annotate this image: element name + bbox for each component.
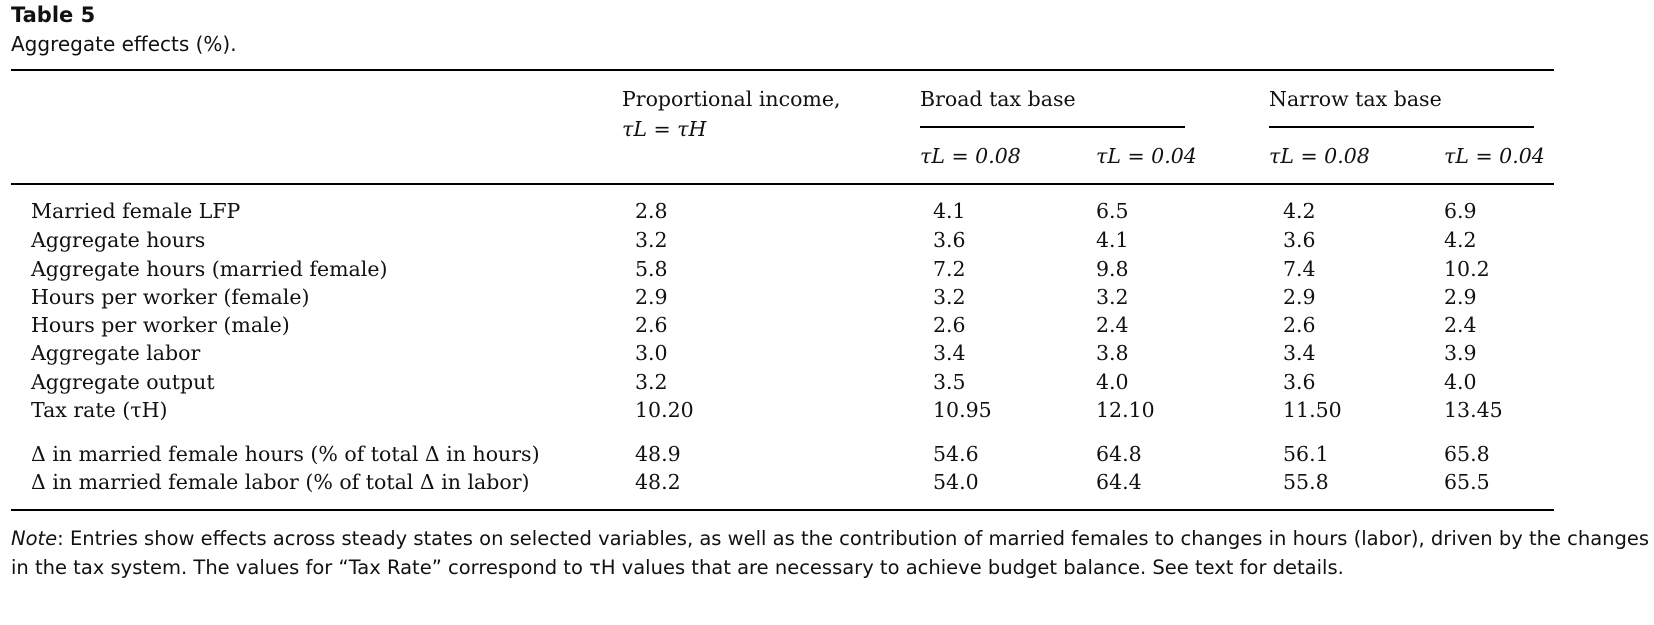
row-value: 4.1 (933, 199, 966, 223)
row-value: 7.2 (933, 257, 966, 281)
row-value: 2.9 (635, 285, 668, 309)
header-proportional: Proportional income, (622, 87, 841, 111)
row-value: 64.4 (1096, 470, 1142, 494)
row-value: 5.8 (635, 257, 668, 281)
header-narrow-008: τL = 0.08 (1269, 144, 1370, 168)
row-value: 3.6 (1283, 228, 1316, 252)
row-value: 2.4 (1444, 313, 1477, 337)
row-value: 3.6 (1283, 370, 1316, 394)
row-value: 54.0 (933, 470, 979, 494)
table-note: Note: Entries show effects across steady… (11, 524, 1651, 582)
table-caption: Aggregate effects (%). (11, 32, 237, 56)
row-value: 9.8 (1096, 257, 1129, 281)
row-label: Hours per worker (male) (31, 313, 290, 337)
row-value: 4.0 (1444, 370, 1477, 394)
bottom-rule (11, 509, 1554, 511)
header-proportional-sub: τL = τH (622, 117, 707, 141)
row-value: 2.4 (1096, 313, 1129, 337)
row-value: 3.6 (933, 228, 966, 252)
row-value: 2.8 (635, 199, 668, 223)
row-label: Aggregate hours (married female) (31, 257, 388, 281)
header-broad-008: τL = 0.08 (920, 144, 1021, 168)
row-value: 2.9 (1444, 285, 1477, 309)
top-rule (11, 69, 1554, 71)
row-value: 3.4 (1283, 341, 1316, 365)
row-value: 4.1 (1096, 228, 1129, 252)
row-label: Aggregate output (31, 370, 215, 394)
row-value: 6.5 (1096, 199, 1129, 223)
row-value: 48.9 (635, 442, 681, 466)
row-value: 3.8 (1096, 341, 1129, 365)
row-value: 55.8 (1283, 470, 1329, 494)
row-value: 12.10 (1096, 398, 1155, 422)
row-value: 64.8 (1096, 442, 1142, 466)
row-value: 48.2 (635, 470, 681, 494)
row-label: Δ in married female hours (% of total Δ … (31, 442, 540, 466)
row-value: 7.4 (1283, 257, 1316, 281)
narrow-group-rule (1269, 126, 1534, 128)
row-value: 3.2 (933, 285, 966, 309)
row-value: 6.9 (1444, 199, 1477, 223)
row-label: Married female LFP (31, 199, 241, 223)
broad-group-rule (920, 126, 1185, 128)
row-value: 2.6 (933, 313, 966, 337)
row-value: 65.5 (1444, 470, 1490, 494)
header-rule (11, 183, 1554, 185)
row-value: 3.2 (1096, 285, 1129, 309)
row-value: 2.9 (1283, 285, 1316, 309)
row-value: 4.0 (1096, 370, 1129, 394)
row-value: 13.45 (1444, 398, 1503, 422)
header-narrow: Narrow tax base (1269, 87, 1442, 111)
row-value: 3.9 (1444, 341, 1477, 365)
row-label: Δ in married female labor (% of total Δ … (31, 470, 530, 494)
row-label: Tax rate (τH) (31, 398, 168, 422)
table-title: Table 5 (11, 3, 96, 27)
header-narrow-004: τL = 0.04 (1444, 144, 1545, 168)
header-broad-004: τL = 0.04 (1096, 144, 1197, 168)
row-value: 56.1 (1283, 442, 1329, 466)
note-label: Note (11, 527, 58, 550)
header-broad: Broad tax base (920, 87, 1076, 111)
row-label: Aggregate hours (31, 228, 206, 252)
row-label: Aggregate labor (31, 341, 201, 365)
row-label: Hours per worker (female) (31, 285, 310, 309)
row-value: 10.20 (635, 398, 694, 422)
row-value: 4.2 (1444, 228, 1477, 252)
row-value: 3.4 (933, 341, 966, 365)
row-value: 3.2 (635, 228, 668, 252)
row-value: 3.0 (635, 341, 668, 365)
row-value: 54.6 (933, 442, 979, 466)
row-value: 2.6 (635, 313, 668, 337)
note-text: : Entries show effects across steady sta… (11, 527, 1650, 579)
row-value: 10.2 (1444, 257, 1490, 281)
row-value: 3.5 (933, 370, 966, 394)
row-value: 10.95 (933, 398, 992, 422)
row-value: 11.50 (1283, 398, 1342, 422)
row-value: 3.2 (635, 370, 668, 394)
row-value: 65.8 (1444, 442, 1490, 466)
row-value: 4.2 (1283, 199, 1316, 223)
row-value: 2.6 (1283, 313, 1316, 337)
